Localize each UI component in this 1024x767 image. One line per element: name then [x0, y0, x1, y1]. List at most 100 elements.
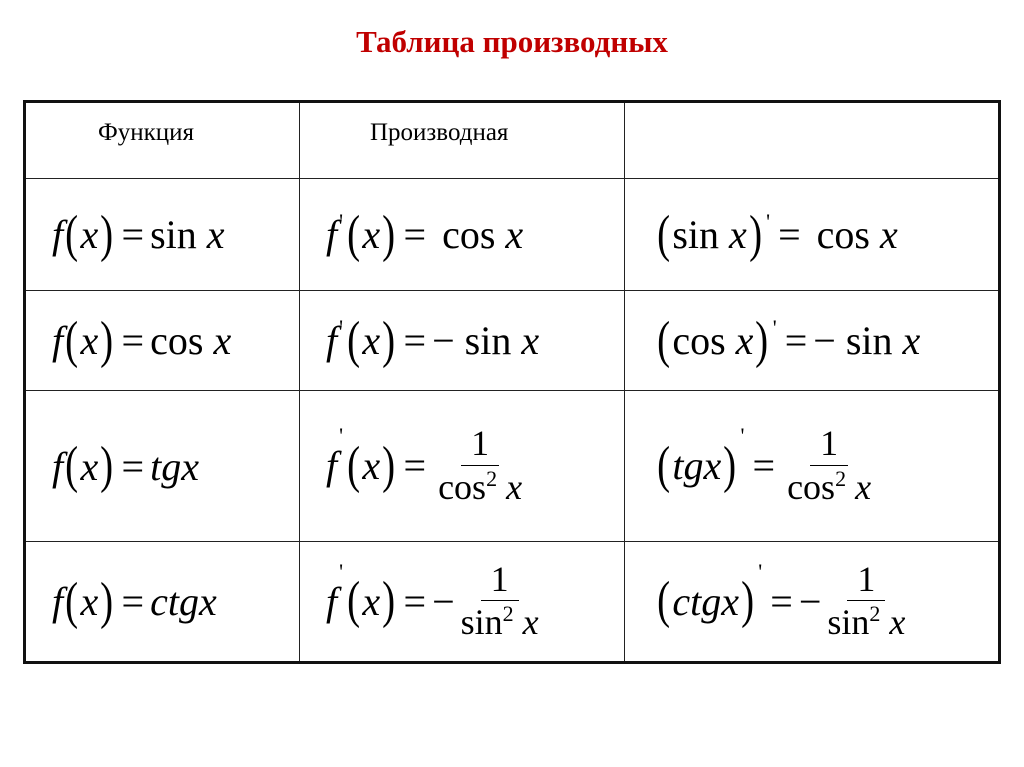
paren: (	[657, 205, 671, 263]
paren: )	[748, 205, 762, 263]
deriv-var: x	[505, 212, 524, 257]
function-var: x	[181, 443, 199, 489]
function-var: x	[198, 579, 217, 624]
function-name: cos	[672, 318, 726, 363]
denominator: cos2 x	[787, 466, 871, 509]
paren: (	[65, 311, 79, 369]
deriv-var: x	[879, 212, 898, 257]
paren: )	[100, 311, 114, 369]
slide-title: Таблица производных	[356, 24, 668, 59]
paren: )	[100, 572, 114, 630]
symbol-prime: '	[339, 314, 344, 340]
paren: (	[65, 437, 79, 494]
symbol-prime: '	[766, 208, 771, 234]
fraction: 1 cos2 x	[787, 423, 871, 509]
paren: )	[100, 205, 114, 263]
deriv-name: sin	[464, 318, 512, 363]
fraction: 1 cos2 x	[438, 423, 522, 509]
table-row: f(x) = sin x f '(x) = cos x (sin x) ' = cos x	[24, 178, 1000, 291]
symbol-f: f	[52, 212, 64, 257]
symbol-x: x	[80, 443, 99, 489]
deriv-var: x	[521, 318, 540, 363]
deriv-name: cos	[442, 212, 496, 257]
function-name: tg	[150, 443, 182, 489]
symbol-eq: =	[121, 212, 145, 257]
minus-sign: −	[798, 578, 822, 624]
numerator: 1	[461, 423, 500, 466]
symbol-eq: =	[403, 443, 427, 489]
denominator: cos2 x	[438, 466, 522, 509]
symbol-f: f	[52, 318, 64, 363]
denominator: sin2 x	[461, 601, 539, 644]
symbol-f: f	[326, 212, 338, 257]
symbol-f: f	[52, 579, 64, 624]
function-var: x	[703, 443, 722, 489]
derivative-cell: f '(x) = cos x	[299, 178, 625, 291]
table-row: f(x) = cos x f '(x) = − sin x (cos x) ' = − sin …	[24, 290, 1000, 391]
function-var: x	[735, 318, 754, 363]
symbol-prime: '	[772, 314, 777, 340]
symbol-x: x	[362, 212, 381, 257]
derivatives-table: Функция Производная f(x) = sin x f '(x) = co…	[23, 100, 1001, 664]
den-name: cos	[787, 466, 836, 507]
symbol-prime: '	[339, 208, 344, 234]
symbol-prime: '	[339, 558, 344, 584]
identity-cell: (cos x) ' = − sin x	[624, 290, 1000, 391]
deriv-name: cos	[816, 212, 870, 257]
header-empty	[624, 101, 1000, 179]
table-row: f(x) = ctg x f '(x) = −1 sin2 x (ctg x) ' = −1 sin2 …	[24, 541, 1000, 663]
minus-sign: −	[432, 578, 455, 624]
symbol-f: f	[326, 443, 338, 489]
table-row: f(x) = tg x f '(x) = 1 cos2 x (tg x) ' = 1 cos2 x	[24, 390, 1000, 542]
symbol-prime: '	[758, 558, 763, 584]
fraction: 1 sin2 x	[461, 559, 539, 645]
den-exponent: 2	[486, 465, 498, 491]
minus-sign: −	[432, 318, 455, 363]
numerator: 1	[480, 559, 519, 602]
den-exponent: 2	[869, 601, 881, 627]
den-var: x	[506, 466, 523, 507]
header-derivative: Производная	[299, 101, 625, 179]
den-name: sin	[460, 602, 503, 643]
function-var: x	[213, 318, 232, 363]
deriv-name: sin	[845, 318, 893, 363]
paren: (	[347, 572, 361, 630]
symbol-x: x	[362, 318, 381, 363]
function-var: x	[729, 212, 747, 257]
numerator: 1	[810, 423, 849, 466]
symbol-x: x	[80, 579, 99, 624]
function-cell: f(x) = ctg x	[24, 541, 300, 663]
symbol-x: x	[80, 318, 99, 363]
den-var: x	[889, 602, 906, 643]
paren: (	[347, 311, 361, 369]
derivative-cell: f '(x) = −1 sin2 x	[299, 541, 625, 663]
symbol-f: f	[326, 578, 338, 624]
function-name: sin	[672, 212, 720, 257]
symbol-eq: =	[770, 578, 793, 624]
identity-cell: (sin x) ' = cos x	[624, 178, 1000, 291]
symbol-eq: =	[121, 579, 145, 624]
paren: (	[347, 436, 361, 494]
symbol-eq: =	[784, 318, 808, 363]
paren: (	[657, 572, 671, 630]
fraction: 1 sin2 x	[827, 559, 905, 645]
den-exponent: 2	[835, 465, 847, 491]
function-var: x	[721, 578, 739, 624]
paren: )	[100, 437, 114, 494]
function-name: ctg	[150, 579, 199, 624]
den-name: cos	[438, 466, 487, 507]
symbol-eq: =	[121, 318, 145, 363]
identity-cell: (ctg x) ' = −1 sin2 x	[624, 541, 1000, 663]
symbol-eq: =	[752, 443, 776, 489]
paren: )	[741, 572, 755, 630]
function-name: sin	[150, 212, 197, 257]
paren: )	[723, 436, 737, 494]
symbol-eq: =	[403, 578, 427, 624]
paren: (	[657, 436, 671, 494]
function-cell: f(x) = sin x	[24, 178, 300, 291]
paren: )	[382, 311, 396, 369]
paren: (	[657, 311, 671, 369]
symbol-prime: '	[740, 423, 745, 449]
paren: )	[382, 205, 396, 263]
function-name: ctg	[672, 578, 722, 624]
